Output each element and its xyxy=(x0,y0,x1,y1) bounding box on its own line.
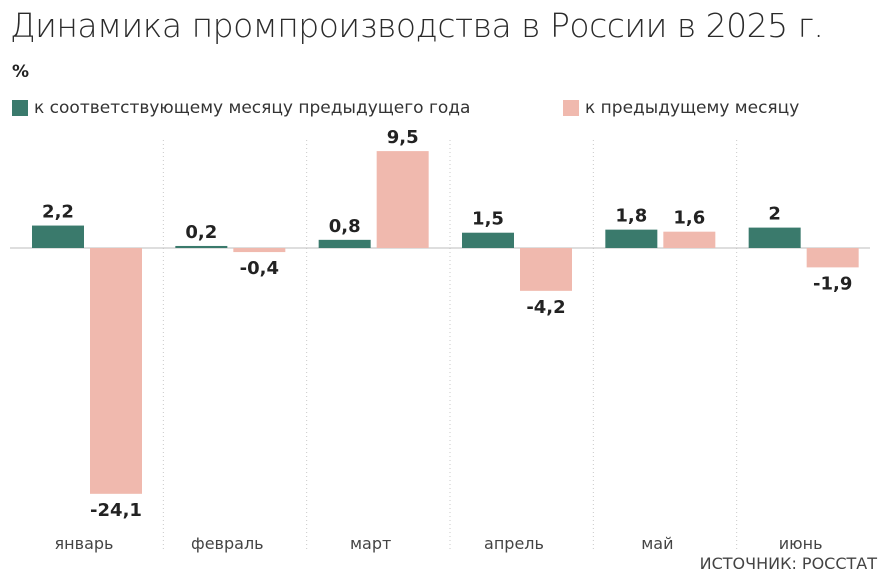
legend-label-yoy: к соответствующему месяцу предыдущего го… xyxy=(34,98,471,118)
data-label: -4,2 xyxy=(526,297,565,318)
bar-yoy xyxy=(605,229,658,248)
data-label: -1,9 xyxy=(813,273,852,294)
bar-mom xyxy=(376,151,429,248)
x-tick-label: февраль xyxy=(191,534,264,553)
bar-mom xyxy=(90,248,142,494)
data-label: -0,4 xyxy=(240,258,279,279)
bar-yoy xyxy=(175,245,228,248)
x-tick-label: март xyxy=(350,534,391,553)
bar-yoy xyxy=(32,225,84,248)
legend-swatch-yoy xyxy=(12,100,28,116)
data-label: 9,5 xyxy=(387,127,419,148)
chart-title: Динамика промпроизводства в России в 202… xyxy=(10,6,824,45)
x-tick-label: апрель xyxy=(484,534,544,553)
data-label: 1,8 xyxy=(615,206,647,227)
data-label: 1,5 xyxy=(472,209,504,230)
data-label: 2 xyxy=(768,204,781,225)
data-label: -24,1 xyxy=(90,500,142,521)
data-label: 0,2 xyxy=(185,222,217,243)
bar-yoy xyxy=(748,227,801,248)
unit-label: % xyxy=(12,62,30,82)
bar-mom xyxy=(806,248,859,268)
data-label: 0,8 xyxy=(329,216,361,237)
legend-item-mom: к предыдущему месяцу xyxy=(563,98,799,118)
bar-mom xyxy=(233,248,286,253)
bar-yoy xyxy=(462,232,514,248)
x-tick-label: январь xyxy=(55,534,114,553)
data-label: 2,2 xyxy=(42,202,74,223)
bar-mom xyxy=(663,231,716,248)
x-tick-label: май xyxy=(641,534,673,553)
data-label: 1,6 xyxy=(673,208,705,229)
x-tick-label: июнь xyxy=(779,534,823,553)
legend-item-yoy: к соответствующему месяцу предыдущего го… xyxy=(12,98,470,118)
source-note: ИСТОЧНИК: РОССТАТ xyxy=(699,554,877,573)
bar-yoy xyxy=(318,239,371,248)
bar-mom xyxy=(520,248,572,291)
legend-label-mom: к предыдущему месяцу xyxy=(585,98,800,118)
legend-swatch-mom xyxy=(563,100,579,116)
